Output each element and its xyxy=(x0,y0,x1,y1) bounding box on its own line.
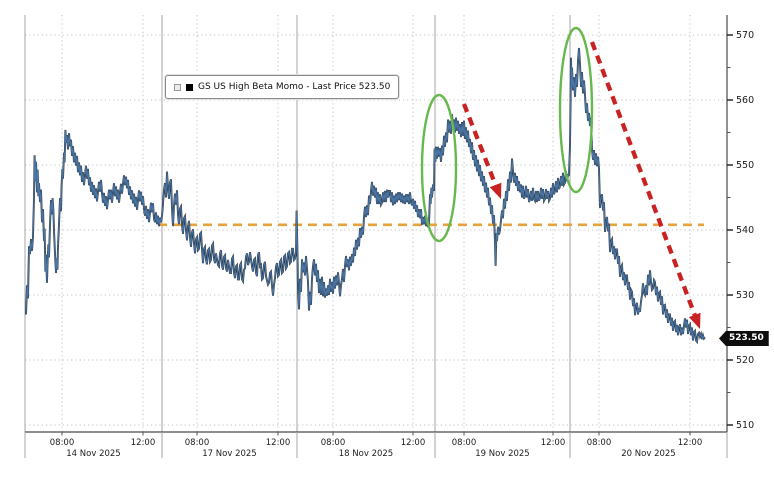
highlight-circle xyxy=(420,93,458,243)
x-time-label: 12:00 xyxy=(131,438,156,448)
arrowhead-icon xyxy=(688,312,701,329)
trend-arrow xyxy=(589,41,699,322)
y-tick-label: 530 xyxy=(736,290,754,301)
x-date-label: 20 Nov 2025 xyxy=(621,449,675,459)
last-price-badge: 523.50 xyxy=(719,331,769,346)
y-tick-label: 510 xyxy=(736,420,754,431)
x-time-label: 08:00 xyxy=(50,438,75,448)
x-date-label: 18 Nov 2025 xyxy=(339,449,393,459)
x-time-label: 08:00 xyxy=(321,438,346,448)
y-tick-label: 570 xyxy=(736,30,754,41)
y-tick-label: 520 xyxy=(736,355,754,366)
highlight-circle xyxy=(558,26,594,194)
x-time-label: 08:00 xyxy=(587,438,612,448)
x-time-label: 08:00 xyxy=(185,438,210,448)
arrowhead-icon xyxy=(489,182,502,199)
legend-series-marker-icon xyxy=(186,83,193,91)
y-tick-label: 540 xyxy=(736,225,754,236)
x-time-label: 12:00 xyxy=(678,438,703,448)
y-tick-label: 560 xyxy=(736,95,754,106)
x-date-label: 14 Nov 2025 xyxy=(66,449,120,459)
y-axis: 510 520 530 540 550 560 570 xyxy=(726,15,754,432)
x-time-label: 12:00 xyxy=(401,438,426,448)
x-time-label: 12:00 xyxy=(266,438,291,448)
x-date-label: 17 Nov 2025 xyxy=(202,449,256,459)
x-time-label: 08:00 xyxy=(452,438,477,448)
x-date-label: 19 Nov 2025 xyxy=(475,449,529,459)
legend: GS US High Beta Momo - Last Price 523.50 xyxy=(165,75,400,99)
legend-collapse-icon xyxy=(174,83,181,91)
x-time-label: 12:00 xyxy=(541,438,566,448)
y-tick-label: 550 xyxy=(736,160,754,171)
annotations xyxy=(420,26,701,329)
legend-label: GS US High Beta Momo - Last Price 523.50 xyxy=(198,82,391,92)
price-line xyxy=(25,47,706,344)
trend-arrow xyxy=(461,103,500,192)
